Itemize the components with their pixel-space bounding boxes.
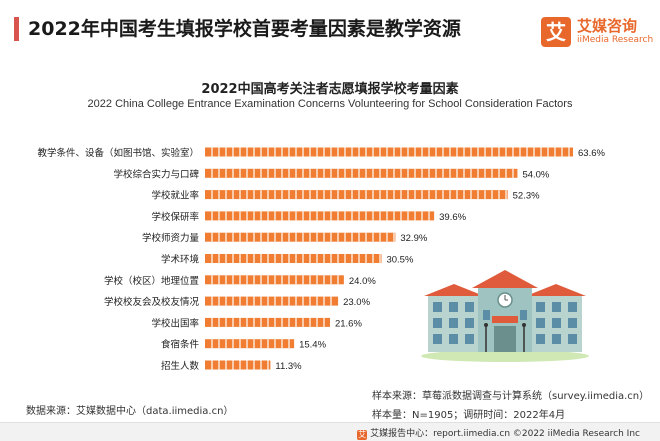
footer-text: 艾媒报告中心：report.iimedia.cn ©2022 iiMedia R… — [370, 429, 640, 439]
value-label: 32.9% — [400, 233, 427, 244]
value-label: 15.4% — [299, 340, 326, 351]
chart-subtitle: 2022 China College Entrance Examination … — [87, 98, 573, 110]
title-accent-bar — [14, 17, 19, 41]
bar — [205, 190, 508, 200]
brand-logo-icon: 艾 — [541, 17, 571, 47]
school-building-illustration — [421, 270, 589, 362]
value-label: 30.5% — [386, 255, 413, 266]
value-label: 54.0% — [522, 169, 549, 180]
sample-size-note: 样本量：N=1905；调研时间：2022年4月 — [372, 410, 566, 421]
category-label: 学校师资力量 — [142, 232, 200, 244]
header-bar: 2022年中国考生填报学校首要考量因素是教学资源 艾 艾媒咨询 iiMedia … — [0, 0, 660, 56]
footer-logo-icon: 艾 — [357, 430, 368, 440]
category-label: 学校出国率 — [151, 317, 199, 329]
brand-name-cn: 艾媒咨询 — [577, 17, 638, 35]
bar — [205, 147, 573, 157]
value-label: 63.6% — [578, 148, 605, 159]
bar — [205, 360, 271, 370]
bar — [205, 211, 435, 221]
category-label: 学校综合实力与口碑 — [113, 168, 199, 180]
page-title: 2022年中国考生填报学校首要考量因素是教学资源 — [28, 18, 461, 40]
value-label: 11.3% — [275, 361, 302, 372]
bar — [205, 296, 339, 306]
footer-bar: 艾艾媒报告中心：report.iimedia.cn ©2022 iiMedia … — [0, 422, 660, 441]
value-label: 24.0% — [349, 276, 376, 287]
bar — [205, 339, 295, 349]
category-label: 学术环境 — [161, 254, 200, 266]
category-label: 教学条件、设备（如图书馆、实验室） — [37, 147, 199, 159]
category-label: 学校保研率 — [151, 211, 199, 223]
data-source-note: 数据来源：艾媒数据中心（data.iimedia.cn） — [26, 406, 234, 417]
category-label: 学校就业率 — [151, 190, 199, 202]
brand-name-en: iiMedia Research — [577, 35, 654, 45]
bar — [205, 232, 396, 242]
sample-source-note: 样本来源：草莓派数据调查与计算系统（survey.iimedia.cn） — [372, 391, 650, 402]
chart-title: 2022中国高考关注者志愿填报学校考量因素 — [201, 82, 459, 97]
category-label: 招生人数 — [161, 360, 200, 372]
value-label: 39.6% — [439, 212, 466, 223]
category-label: 学校（校区）地理位置 — [104, 275, 199, 287]
value-label: 52.3% — [513, 191, 540, 202]
bar — [205, 168, 518, 178]
category-label: 学校校友会及校友情况 — [104, 296, 200, 308]
value-label: 23.0% — [343, 297, 370, 308]
bar — [205, 254, 382, 263]
category-label: 食宿条件 — [161, 339, 200, 351]
value-label: 21.6% — [335, 318, 362, 329]
